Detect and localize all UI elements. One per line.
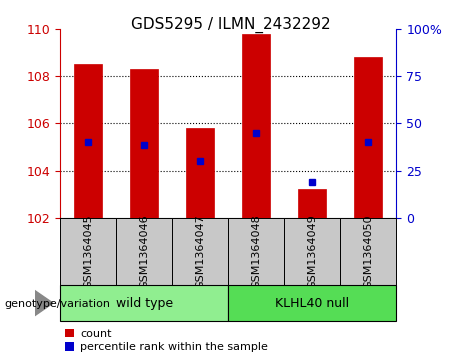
Polygon shape <box>35 290 53 316</box>
Bar <box>116 218 172 285</box>
Text: GSM1364050: GSM1364050 <box>363 214 373 289</box>
Text: GSM1364048: GSM1364048 <box>251 214 261 289</box>
Bar <box>284 218 340 285</box>
Text: GSM1364046: GSM1364046 <box>139 214 149 289</box>
Bar <box>60 218 116 285</box>
Bar <box>74 65 102 218</box>
Text: genotype/variation: genotype/variation <box>5 299 111 309</box>
Bar <box>186 128 214 218</box>
Bar <box>355 57 383 218</box>
Bar <box>298 189 326 218</box>
Text: GDS5295 / ILMN_2432292: GDS5295 / ILMN_2432292 <box>130 16 331 33</box>
Bar <box>228 218 284 285</box>
Text: KLHL40 null: KLHL40 null <box>275 297 349 310</box>
Bar <box>172 218 228 285</box>
Bar <box>60 285 228 321</box>
Bar <box>130 69 158 218</box>
Bar <box>242 34 270 218</box>
Text: wild type: wild type <box>116 297 172 310</box>
Bar <box>340 218 396 285</box>
Bar <box>228 285 396 321</box>
Legend: count, percentile rank within the sample: count, percentile rank within the sample <box>65 329 268 352</box>
Text: GSM1364047: GSM1364047 <box>195 214 205 289</box>
Text: GSM1364045: GSM1364045 <box>83 214 93 289</box>
Text: GSM1364049: GSM1364049 <box>307 214 317 289</box>
